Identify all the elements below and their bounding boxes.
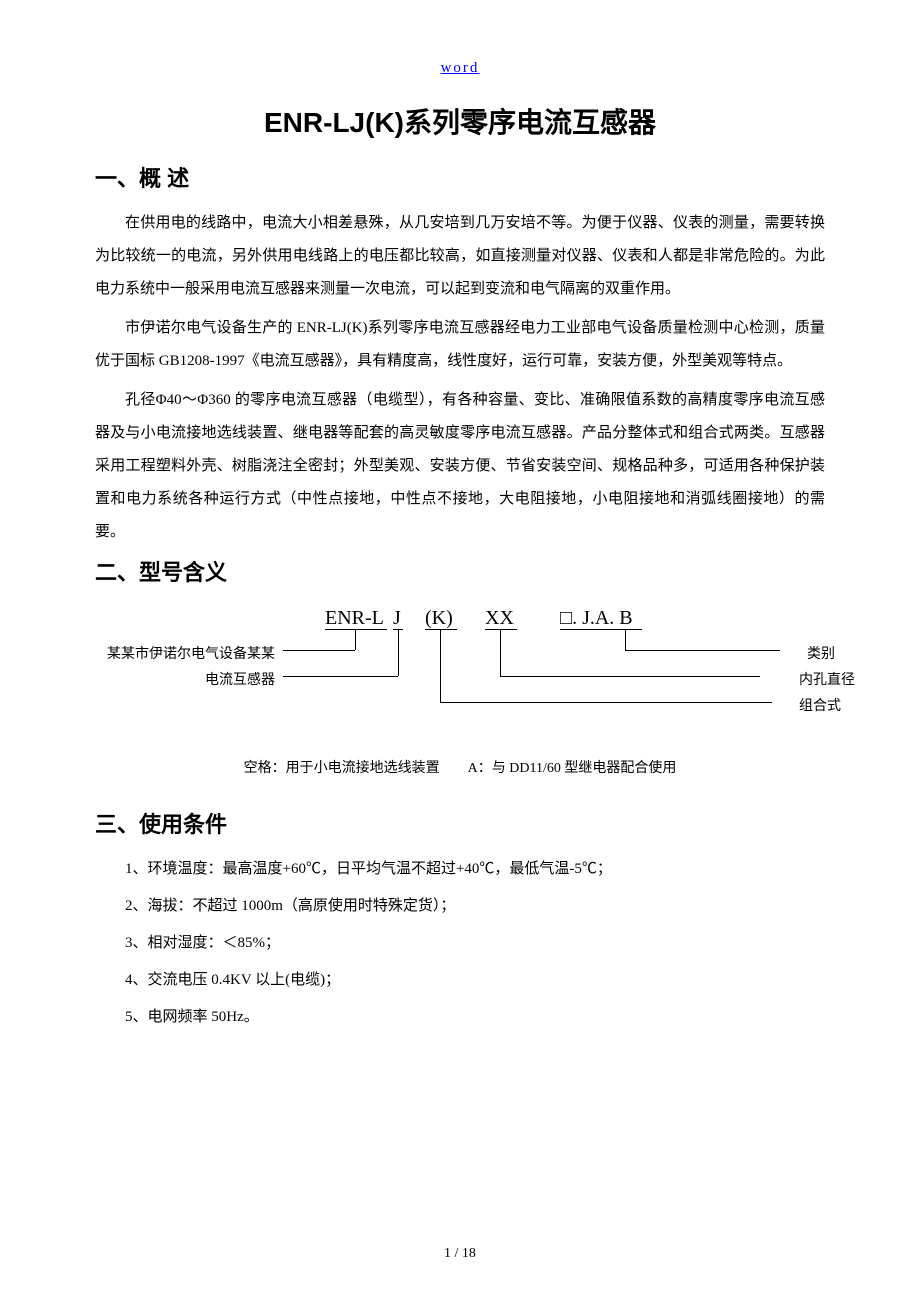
line-h3 (625, 650, 780, 651)
model-part-enrl: ENR-L (325, 607, 384, 630)
condition-5: 5、电网频率 50Hz。 (95, 1001, 825, 1034)
section3-title: 三、使用条件 (95, 807, 825, 839)
line-h4 (500, 676, 760, 677)
label-right-2: 内孔直径 (799, 669, 855, 689)
line-v1 (355, 630, 356, 650)
main-title: ENR-LJ(K)系列零序电流互感器 (95, 101, 825, 141)
line-v3 (625, 630, 626, 650)
label-left-2: 电流互感器 (75, 669, 275, 689)
condition-1: 1、环境温度：最高温度+60℃，日平均气温不超过+40℃，最低气温-5℃； (95, 853, 825, 886)
underline-1 (325, 629, 387, 630)
diagram-note: 空格：用于小电流接地选线装置 A：与 DD11/60 型继电器配合使用 (95, 757, 825, 777)
label-right-1: 类别 (807, 643, 835, 663)
underline-4 (485, 629, 517, 630)
line-h1 (283, 650, 355, 651)
section1-para2: 市伊诺尔电气设备生产的 ENR-LJ(K)系列零序电流互感器经电力工业部电气设备… (95, 312, 825, 378)
condition-4: 4、交流电压 0.4KV 以上(电缆)； (95, 964, 825, 997)
section1-title: 一、概 述 (95, 161, 825, 193)
header-link[interactable]: word (95, 60, 825, 77)
underline-3 (425, 629, 457, 630)
section2-title: 二、型号含义 (95, 555, 825, 587)
underline-5 (560, 629, 642, 630)
model-part-jab: □. J.A. B (560, 607, 633, 630)
label-left-1: 某某市伊诺尔电气设备某某 (75, 643, 275, 663)
line-h2 (283, 676, 398, 677)
line-v5 (440, 630, 441, 702)
condition-3: 3、相对湿度：＜85%； (95, 927, 825, 960)
model-part-j: J (393, 607, 401, 630)
section1-para1: 在供用电的线路中，电流大小相差悬殊，从几安培到几万安培不等。为便于仪器、仪表的测… (95, 207, 825, 306)
section1-para3: 孔径Φ40～Φ360 的零序电流互感器（电缆型），有各种容量、变比、准确限值系数… (95, 384, 825, 549)
condition-2: 2、海拔：不超过 1000m（高原使用时特殊定货）； (95, 890, 825, 923)
model-part-k: (K) (425, 607, 453, 630)
line-v4 (500, 630, 501, 676)
line-h5 (440, 702, 772, 703)
model-part-xx: XX (485, 607, 514, 630)
page-number: 1 / 18 (0, 1246, 920, 1262)
line-v2 (398, 630, 399, 676)
label-right-3: 组合式 (799, 695, 841, 715)
model-diagram: ENR-L J (K) XX □. J.A. B 某某市伊诺尔电气设备某某 电流… (95, 607, 825, 747)
